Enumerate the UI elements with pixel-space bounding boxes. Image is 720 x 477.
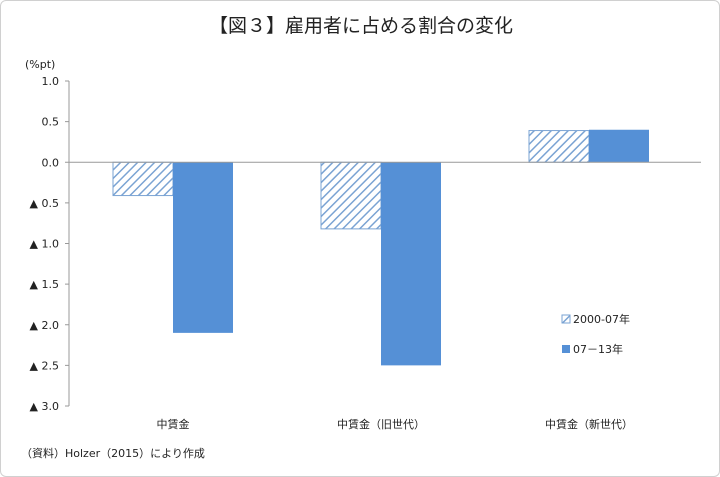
x-tick-label: 中賃金（旧世代）	[337, 417, 425, 431]
source-note: （資料）Holzer（2015）により作成	[21, 447, 205, 460]
y-tick-label: ▲ 0.5	[30, 197, 59, 210]
y-tick-label: ▲ 1.5	[30, 278, 59, 291]
x-tick-label: 中賃金	[157, 417, 190, 431]
chart-title: 【図３】雇用者に占める割合の変化	[208, 15, 513, 37]
y-tick-label: ▲ 1.0	[30, 238, 59, 251]
x-tick-label: 中賃金（新世代）	[545, 417, 633, 431]
bar-2	[589, 129, 649, 163]
y-tick-label: ▲ 3.0	[30, 400, 59, 413]
y-axis-unit: (%pt)	[25, 58, 55, 71]
bar-2	[381, 162, 441, 366]
legend-swatch	[561, 314, 571, 324]
bar-1	[112, 161, 174, 197]
y-tick-label: 0.5	[42, 116, 60, 129]
y-tick-label: 1.0	[42, 75, 60, 88]
bar-1	[528, 130, 590, 163]
y-tick-label: 0.0	[42, 156, 60, 169]
bar-2	[173, 162, 233, 333]
y-tick-label: ▲ 2.0	[30, 319, 59, 332]
y-tick-label: ▲ 2.5	[30, 359, 59, 372]
legend-label: 07－13年	[573, 342, 623, 356]
legend-swatch	[562, 345, 570, 353]
legend-label: 2000-07年	[573, 312, 630, 326]
bar-1	[320, 161, 382, 230]
